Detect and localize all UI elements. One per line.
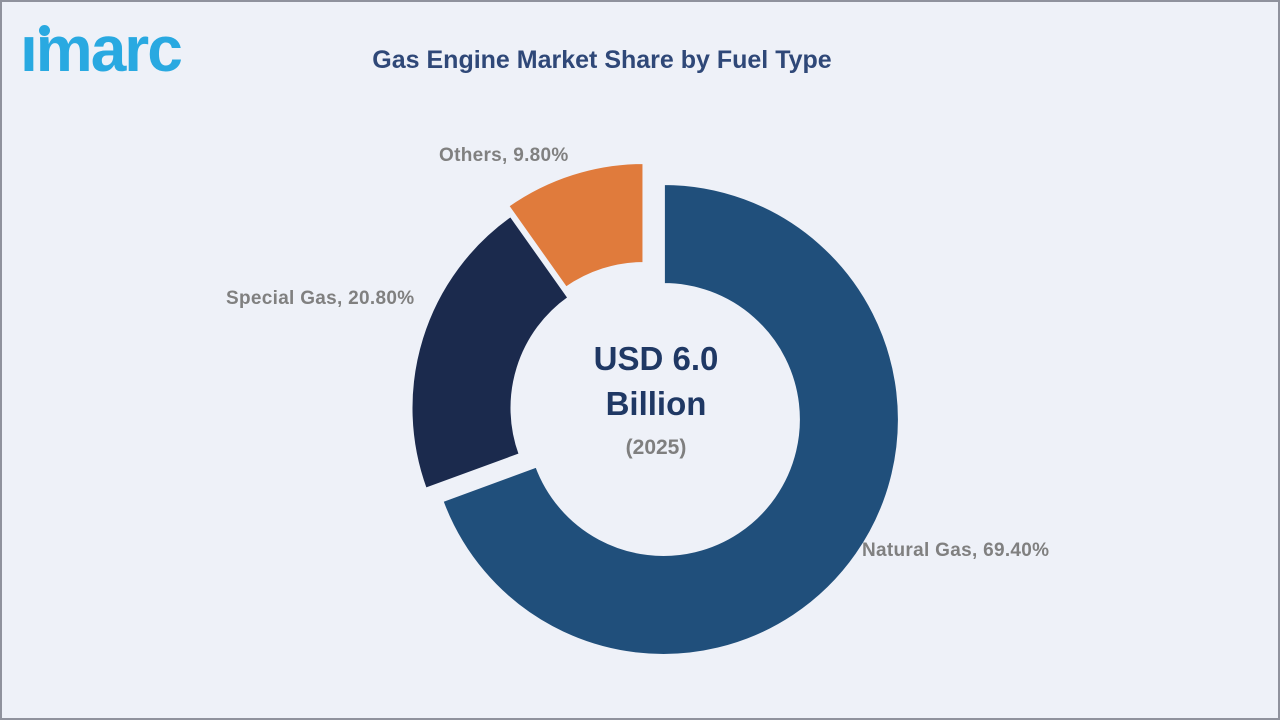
donut-center-label: USD 6.0 Billion (2025) bbox=[594, 336, 719, 460]
logo-dot-icon bbox=[39, 25, 50, 36]
center-year: (2025) bbox=[625, 436, 687, 459]
pie-slice-special-gas bbox=[409, 213, 571, 491]
slice-label-natural-gas: Natural Gas, 69.40% bbox=[862, 540, 1050, 561]
slice-label-special-gas: Special Gas, 20.80% bbox=[226, 288, 415, 309]
chart-title: Gas Engine Market Share by Fuel Type bbox=[372, 46, 832, 74]
center-value-line1: USD 6.0 bbox=[593, 340, 719, 377]
pie-slice-natural-gas bbox=[440, 181, 901, 657]
pie-slice-others bbox=[506, 160, 646, 290]
slice-label-others: Others, 9.80% bbox=[439, 145, 569, 166]
imarc-logo: ımarc bbox=[18, 12, 238, 102]
center-value-line2: Billion bbox=[605, 385, 707, 422]
logo-text: ımarc bbox=[20, 13, 183, 85]
